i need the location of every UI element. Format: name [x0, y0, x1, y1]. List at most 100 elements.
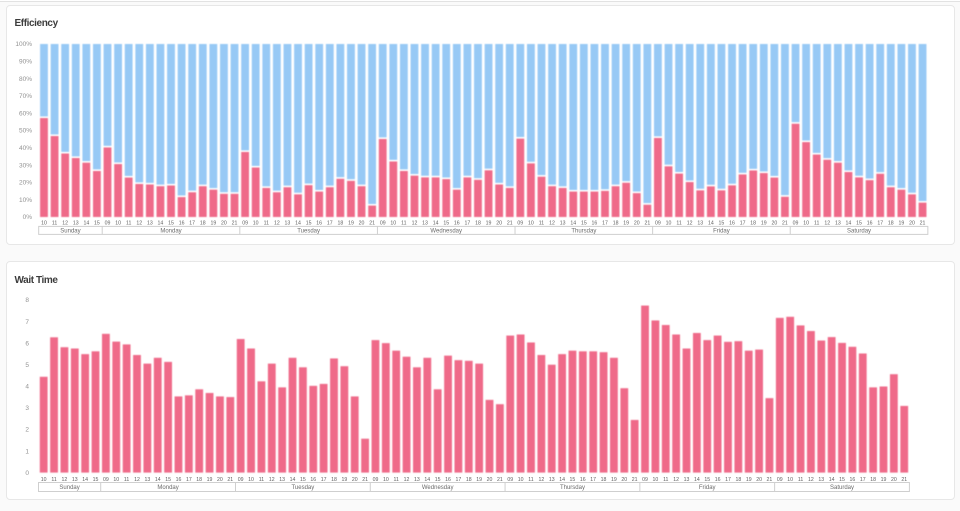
svg-text:16: 16: [849, 477, 855, 483]
svg-text:11: 11: [676, 220, 681, 226]
svg-text:90%: 90%: [19, 59, 32, 66]
svg-text:13: 13: [285, 220, 291, 226]
svg-text:09: 09: [380, 220, 386, 226]
svg-text:11: 11: [126, 220, 131, 226]
svg-text:12: 12: [274, 220, 280, 226]
svg-text:16: 16: [729, 220, 735, 226]
svg-text:14: 14: [295, 220, 301, 226]
svg-text:20: 20: [634, 220, 640, 226]
svg-text:16: 16: [310, 477, 316, 483]
svg-text:13: 13: [697, 220, 703, 226]
svg-text:09: 09: [642, 477, 648, 483]
svg-text:13: 13: [835, 220, 841, 226]
svg-text:18: 18: [613, 220, 619, 226]
svg-text:13: 13: [560, 220, 566, 226]
svg-text:13: 13: [73, 220, 79, 226]
svg-text:21: 21: [632, 477, 638, 483]
svg-text:8: 8: [25, 297, 29, 304]
svg-text:21: 21: [644, 220, 650, 226]
svg-text:2: 2: [25, 427, 29, 434]
svg-text:19: 19: [761, 220, 767, 226]
svg-text:12: 12: [269, 477, 275, 483]
svg-text:21: 21: [507, 220, 513, 226]
svg-text:15: 15: [443, 220, 449, 226]
svg-text:12: 12: [808, 477, 814, 483]
svg-text:12: 12: [549, 220, 555, 226]
svg-text:80%: 80%: [19, 76, 32, 83]
svg-text:12: 12: [404, 477, 410, 483]
svg-text:10: 10: [383, 477, 389, 483]
svg-text:18: 18: [870, 477, 876, 483]
svg-text:40%: 40%: [19, 145, 32, 152]
svg-text:15: 15: [856, 220, 862, 226]
svg-text:09: 09: [777, 477, 783, 483]
svg-text:21: 21: [362, 477, 368, 483]
svg-text:70%: 70%: [19, 93, 32, 100]
svg-text:15: 15: [300, 477, 306, 483]
svg-text:10: 10: [518, 477, 524, 483]
svg-text:21: 21: [901, 477, 907, 483]
svg-text:09: 09: [655, 220, 661, 226]
svg-text:16: 16: [176, 477, 182, 483]
svg-text:19: 19: [881, 477, 887, 483]
svg-text:12: 12: [62, 220, 68, 226]
svg-text:17: 17: [740, 220, 746, 226]
svg-text:15: 15: [435, 477, 441, 483]
svg-text:18: 18: [196, 477, 202, 483]
svg-text:Sunday: Sunday: [59, 485, 79, 491]
svg-text:13: 13: [279, 477, 285, 483]
svg-text:09: 09: [105, 220, 111, 226]
svg-text:14: 14: [155, 477, 161, 483]
svg-text:19: 19: [486, 220, 492, 226]
svg-text:21: 21: [227, 477, 233, 483]
svg-text:17: 17: [456, 477, 462, 483]
svg-text:20: 20: [487, 477, 493, 483]
svg-text:17: 17: [602, 220, 608, 226]
svg-text:18: 18: [475, 220, 481, 226]
svg-text:20: 20: [891, 477, 897, 483]
svg-text:11: 11: [814, 220, 819, 226]
svg-text:14: 14: [290, 477, 296, 483]
svg-text:17: 17: [321, 477, 327, 483]
svg-text:21: 21: [232, 220, 238, 226]
svg-text:18: 18: [750, 220, 756, 226]
svg-text:10: 10: [528, 220, 534, 226]
svg-text:10: 10: [653, 477, 659, 483]
svg-text:20: 20: [756, 477, 762, 483]
svg-text:10: 10: [390, 220, 396, 226]
svg-text:12: 12: [673, 477, 679, 483]
svg-text:17: 17: [877, 220, 883, 226]
svg-text:20: 20: [359, 220, 365, 226]
svg-text:Sunday: Sunday: [60, 229, 80, 235]
svg-text:0%: 0%: [23, 214, 33, 221]
svg-text:Tuesday: Tuesday: [297, 229, 320, 235]
svg-text:15: 15: [719, 220, 725, 226]
svg-text:19: 19: [341, 477, 347, 483]
svg-text:21: 21: [920, 220, 926, 226]
svg-text:20: 20: [496, 220, 502, 226]
svg-text:16: 16: [592, 220, 598, 226]
svg-text:12: 12: [62, 477, 68, 483]
svg-text:21: 21: [369, 220, 375, 226]
svg-text:10: 10: [248, 477, 254, 483]
svg-text:09: 09: [507, 477, 513, 483]
svg-text:21: 21: [767, 477, 773, 483]
svg-text:09: 09: [242, 220, 248, 226]
svg-text:10: 10: [803, 220, 809, 226]
svg-text:20: 20: [771, 220, 777, 226]
svg-text:Thursday: Thursday: [571, 229, 596, 235]
svg-text:16: 16: [580, 477, 586, 483]
svg-text:09: 09: [238, 477, 244, 483]
svg-text:16: 16: [179, 220, 185, 226]
svg-text:16: 16: [316, 220, 322, 226]
svg-text:09: 09: [373, 477, 379, 483]
svg-text:Tuesday: Tuesday: [291, 485, 314, 491]
svg-text:60%: 60%: [19, 110, 32, 117]
svg-text:10: 10: [115, 220, 121, 226]
svg-text:18: 18: [200, 220, 206, 226]
svg-text:15: 15: [165, 477, 171, 483]
svg-text:10: 10: [41, 220, 47, 226]
svg-text:09: 09: [103, 477, 109, 483]
svg-text:14: 14: [708, 220, 714, 226]
svg-text:15: 15: [93, 477, 99, 483]
